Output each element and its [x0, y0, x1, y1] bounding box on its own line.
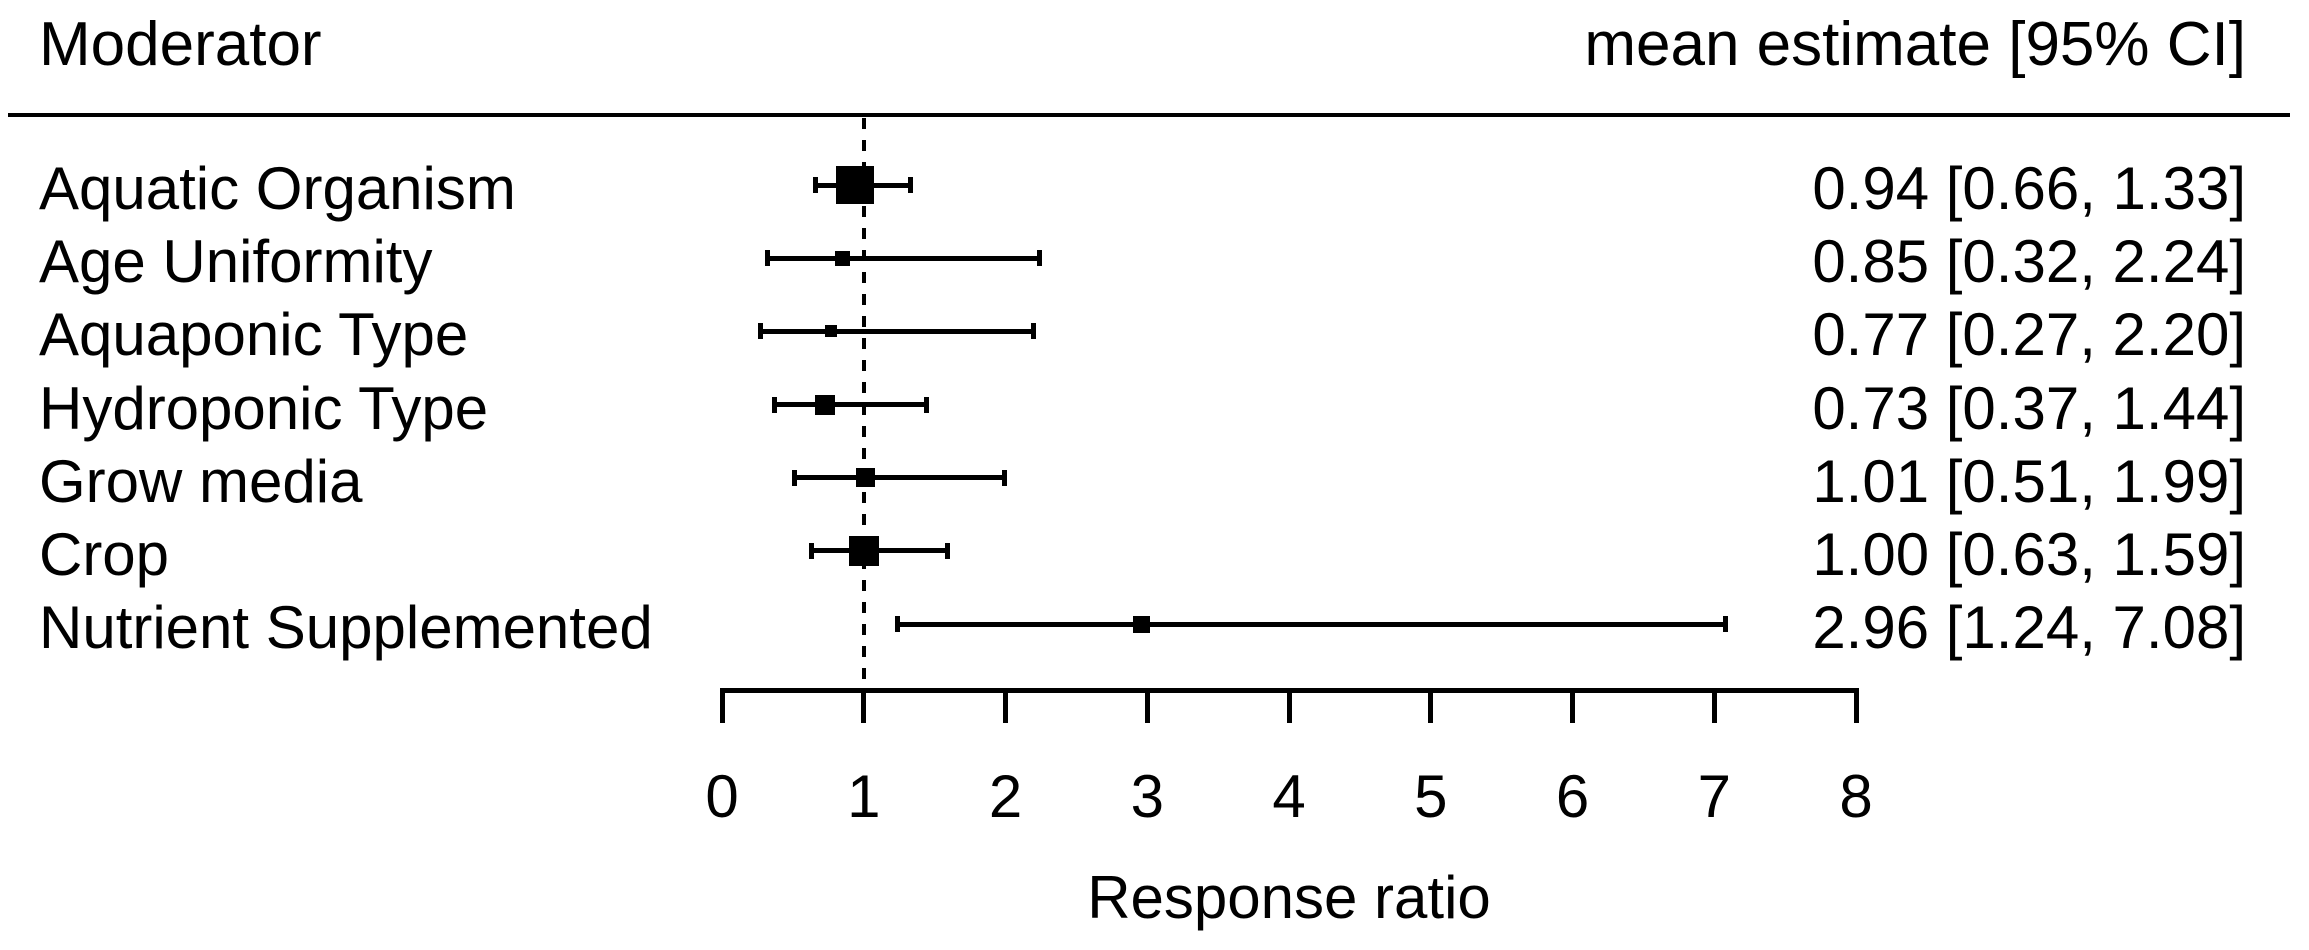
ci-cap-left: [771, 396, 777, 413]
estimate-marker: [848, 535, 879, 566]
estimate-marker: [1133, 615, 1151, 633]
row-label: Nutrient Supplemented: [39, 594, 653, 662]
ci-cap-right: [908, 177, 914, 193]
row-label: Age Uniformity: [39, 228, 433, 296]
row-label: Grow media: [39, 447, 363, 515]
x-axis-tick-label: 1: [847, 763, 881, 830]
estimate-marker: [834, 250, 850, 266]
row-estimate-text: 0.85 [0.32, 2.24]: [1812, 228, 2246, 296]
ci-cap-right: [1723, 616, 1729, 633]
ci-cap-left: [895, 616, 901, 633]
x-axis-tick: [1570, 688, 1575, 723]
row-label: Crop: [39, 520, 170, 588]
ci-cap-right: [944, 542, 950, 559]
row-label: Aquatic Organism: [39, 155, 516, 222]
column-header-estimate: mean estimate [95% CI]: [1584, 10, 2246, 79]
ci-cap-right: [1031, 323, 1037, 340]
ci-whisker: [794, 475, 1005, 481]
ci-cap-right: [1001, 469, 1007, 486]
estimate-marker: [825, 325, 838, 338]
row-label: Hydroponic Type: [39, 374, 489, 442]
x-axis-tick: [861, 688, 867, 723]
ci-cap-left: [764, 250, 770, 267]
column-header-moderator: Moderator: [39, 10, 322, 79]
estimate-marker: [815, 394, 836, 415]
ci-whisker: [767, 255, 1040, 261]
x-axis-tick: [719, 688, 725, 723]
estimate-marker: [855, 468, 875, 488]
x-axis-tick-label: 6: [1555, 763, 1590, 830]
row-label: Aquaponic Type: [39, 301, 469, 369]
ci-whisker: [897, 621, 1726, 627]
x-axis-tick-label: 3: [1130, 763, 1164, 830]
ci-cap-right: [1037, 250, 1043, 267]
x-axis-tick: [1711, 688, 1717, 723]
x-axis-tick: [1003, 688, 1008, 723]
ci-whisker: [774, 402, 927, 407]
row-estimate-text: 1.01 [0.51, 1.99]: [1812, 447, 2246, 515]
x-axis-title: Response ratio: [1087, 864, 1491, 931]
row-estimate-text: 0.77 [0.27, 2.20]: [1812, 301, 2246, 369]
x-axis-tick-label: 7: [1697, 763, 1731, 830]
x-axis-tick: [1144, 688, 1150, 723]
x-axis-tick-label: 4: [1272, 763, 1306, 830]
row-estimate-text: 0.94 [0.66, 1.33]: [1812, 155, 2246, 222]
x-axis-tick: [1428, 688, 1434, 723]
header-separator-line: [8, 113, 2290, 117]
x-axis-tick: [1853, 688, 1859, 723]
estimate-marker: [836, 166, 875, 204]
x-axis-tick-label: 0: [705, 763, 739, 830]
x-axis-tick-label: 2: [988, 763, 1023, 830]
ci-cap-right: [923, 396, 929, 413]
x-axis-tick: [1286, 688, 1292, 723]
ci-cap-left: [757, 323, 763, 340]
row-estimate-text: 1.00 [0.63, 1.59]: [1812, 520, 2246, 588]
row-estimate-text: 2.96 [1.24, 7.08]: [1812, 594, 2246, 662]
ci-cap-left: [791, 469, 797, 486]
x-axis-tick-label: 5: [1414, 763, 1448, 830]
ci-whisker: [760, 328, 1034, 334]
row-estimate-text: 0.73 [0.37, 1.44]: [1812, 374, 2246, 442]
ci-whisker: [811, 548, 948, 554]
x-axis-tick-label: 8: [1839, 763, 1873, 830]
ci-cap-left: [813, 177, 819, 193]
ci-cap-left: [808, 542, 814, 559]
